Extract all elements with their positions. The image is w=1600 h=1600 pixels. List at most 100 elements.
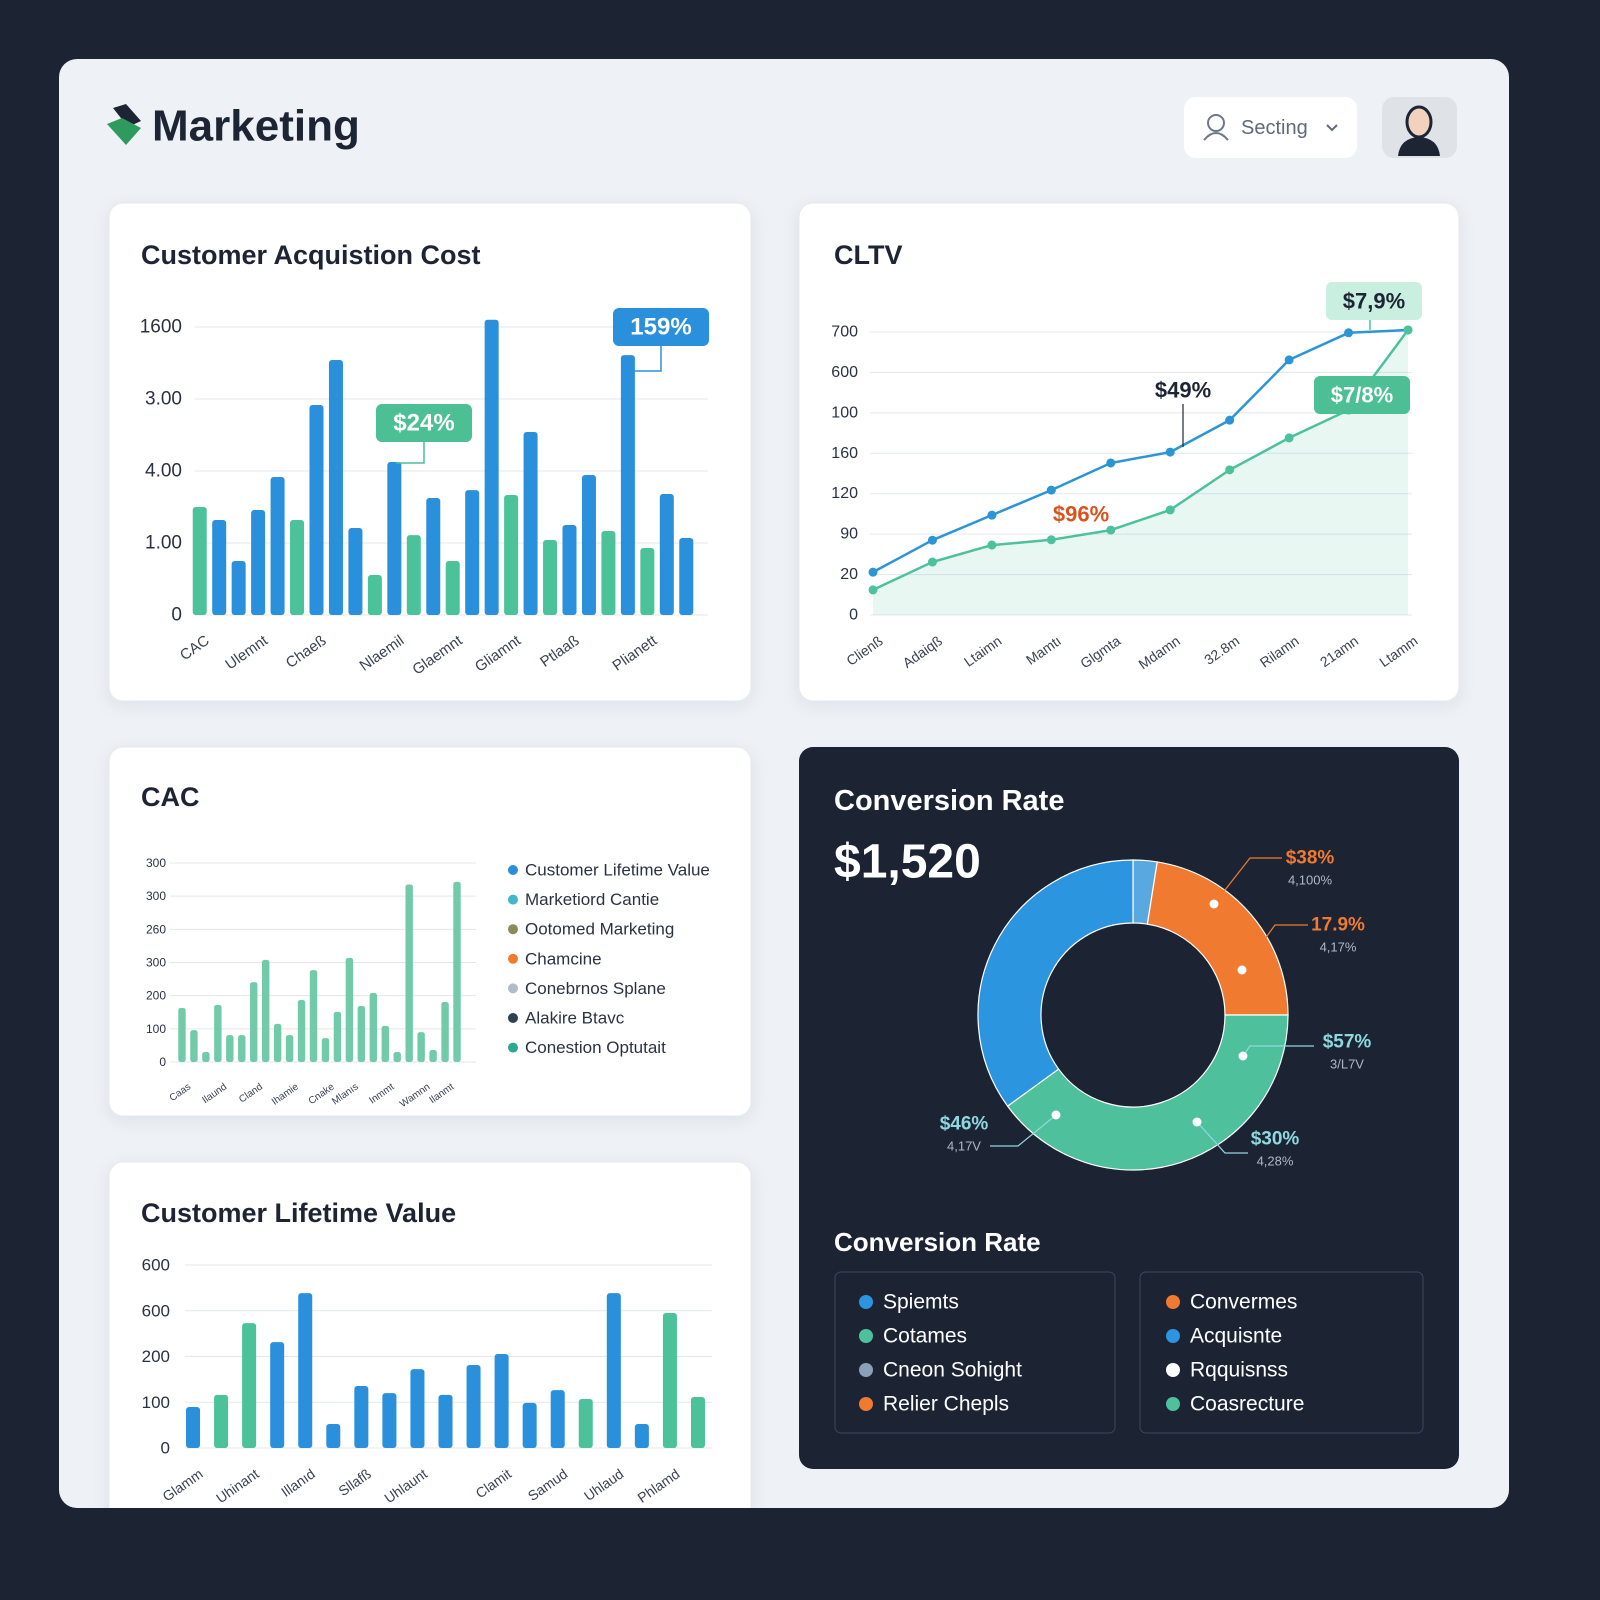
- bar: [466, 1364, 481, 1448]
- annotation: 159%: [630, 314, 691, 341]
- point: [1106, 525, 1116, 535]
- bar: [679, 537, 694, 615]
- bar: [445, 561, 460, 615]
- legend-swatch: [1166, 1397, 1180, 1411]
- bar: [601, 530, 616, 615]
- bar: [290, 519, 305, 615]
- logo: [107, 104, 141, 145]
- point: [1046, 535, 1056, 545]
- callout-sub: 4,17%: [1320, 940, 1357, 955]
- y-tick-label: 700: [831, 324, 858, 341]
- y-tick-label: 3.00: [145, 389, 182, 410]
- callout-dot: [1209, 899, 1219, 909]
- bar: [328, 359, 343, 615]
- bar: [261, 959, 270, 1062]
- bar: [354, 1386, 369, 1448]
- bar: [417, 1032, 425, 1062]
- legend-label: Chamcine: [525, 949, 602, 968]
- point: [1403, 325, 1413, 335]
- point: [987, 540, 997, 550]
- legend-label: Cneon Sohight: [883, 1359, 1022, 1382]
- bar: [273, 1023, 282, 1062]
- bar: [348, 528, 363, 615]
- page-title: Marketing: [152, 102, 360, 151]
- bar: [465, 490, 480, 615]
- bar: [438, 1394, 453, 1448]
- bar: [405, 884, 413, 1062]
- search-box[interactable]: [1184, 97, 1357, 158]
- y-tick-label: 1600: [140, 317, 182, 338]
- legend-swatch: [1166, 1363, 1180, 1377]
- y-tick-label: 0: [849, 607, 858, 624]
- donut-segment: [1006, 1014, 1289, 1171]
- bar: [212, 519, 227, 615]
- legend-label: Relier Chepls: [883, 1393, 1009, 1416]
- bar: [578, 1399, 593, 1448]
- point: [1344, 328, 1354, 338]
- legend-label: Cotames: [883, 1325, 967, 1348]
- bar: [242, 1323, 257, 1448]
- annotation: $24%: [393, 410, 454, 437]
- legend-label: Alakire Btavc: [525, 1009, 625, 1028]
- avatar[interactable]: [1382, 97, 1457, 158]
- card: [108, 202, 752, 702]
- bar: [441, 1001, 449, 1062]
- legend-swatch: [508, 865, 518, 875]
- bar: [309, 404, 324, 615]
- user-icon-body: [1203, 132, 1229, 141]
- area: [873, 330, 1408, 615]
- callout-sub: 4,100%: [1288, 873, 1333, 888]
- bar: [309, 970, 318, 1062]
- bar: [250, 982, 258, 1062]
- legend-swatch: [508, 1042, 518, 1053]
- bar: [393, 1052, 401, 1062]
- y-tick-label: 20: [840, 566, 858, 583]
- bar: [214, 1004, 222, 1062]
- user-icon: [1207, 114, 1225, 132]
- bar: [387, 462, 402, 615]
- y-tick-label: 200: [146, 989, 166, 1003]
- legend-swatch: [859, 1363, 873, 1377]
- y-tick-label: 0: [171, 605, 182, 626]
- bar: [543, 539, 558, 615]
- legend-swatch: [859, 1397, 873, 1411]
- bar: [333, 1011, 342, 1062]
- y-tick-label: 600: [142, 1301, 170, 1320]
- annotation: $7/8%: [1331, 383, 1393, 408]
- y-tick-label: 90: [840, 526, 858, 543]
- bar: [410, 1369, 425, 1448]
- bar: [298, 1293, 313, 1448]
- y-tick-label: 300: [146, 856, 166, 870]
- bar: [369, 993, 378, 1062]
- annotation: $7,9%: [1343, 289, 1405, 314]
- point: [1225, 465, 1235, 475]
- bar: [662, 1313, 677, 1448]
- bar: [382, 1393, 397, 1448]
- card: [108, 746, 752, 1117]
- bar: [523, 431, 538, 615]
- legend-label: Ootomed Marketing: [525, 920, 674, 939]
- point: [1284, 433, 1294, 443]
- point: [1165, 447, 1175, 457]
- donut-segment: [977, 859, 1134, 1107]
- annotation: $49%: [1155, 378, 1211, 403]
- bar: [202, 1052, 210, 1062]
- bar: [178, 1007, 186, 1062]
- point: [1106, 458, 1116, 468]
- annotation-box: [1314, 376, 1410, 414]
- bar: [562, 525, 577, 615]
- bar: [192, 507, 207, 615]
- bar: [426, 498, 441, 615]
- search-text[interactable]: Secting: [1241, 117, 1308, 139]
- legend-box: [1139, 1271, 1424, 1434]
- bar: [367, 575, 382, 615]
- bar: [270, 476, 285, 615]
- bar: [429, 1050, 437, 1062]
- search-button[interactable]: Secting: [1184, 97, 1357, 158]
- bar: [634, 1423, 649, 1448]
- y-tick-label: 200: [142, 1347, 170, 1366]
- y-tick-label: 600: [142, 1256, 170, 1275]
- legend-label: Convermes: [1190, 1291, 1297, 1314]
- y-tick-label: 600: [831, 364, 858, 381]
